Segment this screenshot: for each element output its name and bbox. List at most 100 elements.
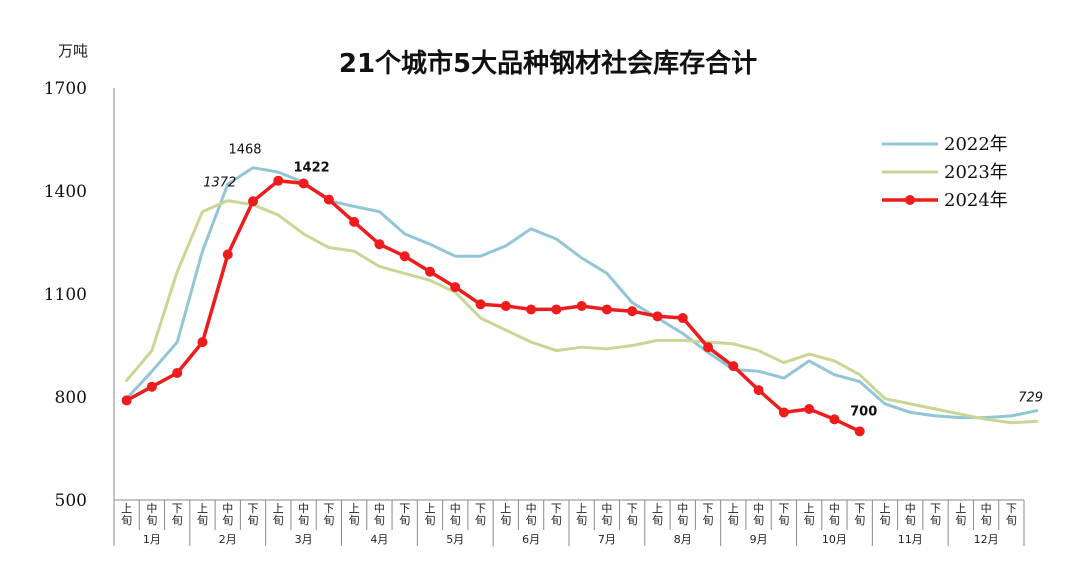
data-point <box>172 367 183 378</box>
data-point <box>728 361 739 372</box>
x-period-label: 中 <box>601 502 612 515</box>
data-point <box>475 299 486 310</box>
x-period-label: 旬 <box>829 514 840 527</box>
x-period-label: 下 <box>778 502 789 515</box>
x-period-label: 下 <box>248 502 259 515</box>
x-month-label: 8月 <box>674 533 692 546</box>
x-period-label: 旬 <box>677 514 688 527</box>
chart-title: 21个城市5大品种钢材社会库存合计 <box>339 48 757 79</box>
x-period-label: 上 <box>424 502 435 515</box>
data-point <box>424 266 435 277</box>
x-period-label: 旬 <box>981 514 992 527</box>
x-period-label: 中 <box>146 502 157 515</box>
x-period-label: 上 <box>500 502 511 515</box>
legend-label-0: 2022年 <box>944 134 1008 155</box>
x-period-label: 上 <box>728 502 739 515</box>
x-month-label: 10月 <box>822 533 847 546</box>
x-period-label: 旬 <box>753 514 764 527</box>
x-period-label: 上 <box>804 502 815 515</box>
data-point <box>450 282 461 293</box>
data-point <box>248 196 259 207</box>
data-point <box>349 216 360 227</box>
x-period-label: 旬 <box>450 514 461 527</box>
x-period-label: 旬 <box>930 514 941 527</box>
data-point <box>323 194 334 205</box>
x-period-label: 上 <box>652 502 663 515</box>
x-period-label: 下 <box>627 502 638 515</box>
x-period-label: 旬 <box>627 514 638 527</box>
x-period-label: 旬 <box>804 514 815 527</box>
x-period-label: 旬 <box>273 514 284 527</box>
x-period-label: 上 <box>955 502 966 515</box>
data-point <box>652 311 663 322</box>
x-month-label: 3月 <box>295 533 313 546</box>
x-period-label: 中 <box>677 502 688 515</box>
x-period-label: 旬 <box>1006 514 1017 527</box>
data-point <box>703 342 714 353</box>
x-period-label: 旬 <box>197 514 208 527</box>
x-period-label: 旬 <box>526 514 537 527</box>
series-line-0 <box>125 166 1039 420</box>
data-label: 729 <box>1018 390 1043 405</box>
x-period-label: 旬 <box>374 514 385 527</box>
x-period-label: 旬 <box>298 514 309 527</box>
x-period-label: 旬 <box>778 514 789 527</box>
data-point <box>829 414 840 425</box>
x-period-label: 旬 <box>424 514 435 527</box>
data-point <box>778 407 789 418</box>
x-period-label: 旬 <box>172 514 183 527</box>
series-line-1 <box>125 199 1039 425</box>
legend: 2022年 2023年 2024年 <box>882 134 1008 211</box>
x-period-label: 旬 <box>323 514 334 527</box>
x-period-label: 旬 <box>248 514 259 527</box>
x-period-label: 旬 <box>879 514 890 527</box>
data-point <box>551 304 562 315</box>
x-period-label: 中 <box>374 502 385 515</box>
x-month-label: 11月 <box>898 533 923 546</box>
x-period-label: 中 <box>829 502 840 515</box>
legend-label-1: 2023年 <box>944 162 1008 183</box>
x-month-label: 2月 <box>219 533 237 546</box>
x-period-label: 旬 <box>399 514 410 527</box>
x-period-label: 中 <box>905 502 916 515</box>
x-period-label: 上 <box>197 502 208 515</box>
axes: 500800110014001700上旬中旬下旬上旬中旬下旬上旬中旬下旬上旬中旬… <box>44 79 1025 546</box>
data-point <box>298 178 309 189</box>
data-point <box>677 313 688 324</box>
x-month-label: 6月 <box>522 533 540 546</box>
x-period-label: 中 <box>222 502 233 515</box>
data-point <box>273 175 284 186</box>
x-period-label: 上 <box>349 502 360 515</box>
x-period-label: 上 <box>273 502 284 515</box>
x-period-label: 下 <box>854 502 865 515</box>
x-month-label: 5月 <box>446 533 464 546</box>
x-period-label: 旬 <box>146 514 157 527</box>
legend-label-2: 2024年 <box>944 190 1008 211</box>
x-period-label: 旬 <box>222 514 233 527</box>
x-period-label: 旬 <box>854 514 865 527</box>
x-period-label: 旬 <box>121 514 132 527</box>
x-period-label: 下 <box>172 502 183 515</box>
data-point <box>146 381 157 392</box>
data-point <box>374 239 385 250</box>
data-label: 1468 <box>228 143 261 158</box>
x-period-label: 旬 <box>500 514 511 527</box>
annotations: 1468 1372 1422 700 729 <box>203 143 1043 420</box>
data-point <box>197 337 208 348</box>
x-period-label: 下 <box>399 502 410 515</box>
data-point <box>601 304 612 315</box>
x-period-label: 下 <box>551 502 562 515</box>
x-period-label: 下 <box>703 502 714 515</box>
x-period-label: 旬 <box>475 514 486 527</box>
y-tick-label: 500 <box>55 491 87 511</box>
y-tick-label: 800 <box>55 388 87 408</box>
x-period-label: 旬 <box>551 514 562 527</box>
data-point <box>854 426 865 437</box>
x-month-label: 12月 <box>974 533 999 546</box>
y-tick-label: 1100 <box>44 285 87 305</box>
x-period-label: 下 <box>475 502 486 515</box>
x-period-label: 上 <box>121 502 132 515</box>
data-point <box>804 404 815 415</box>
x-period-label: 中 <box>526 502 537 515</box>
